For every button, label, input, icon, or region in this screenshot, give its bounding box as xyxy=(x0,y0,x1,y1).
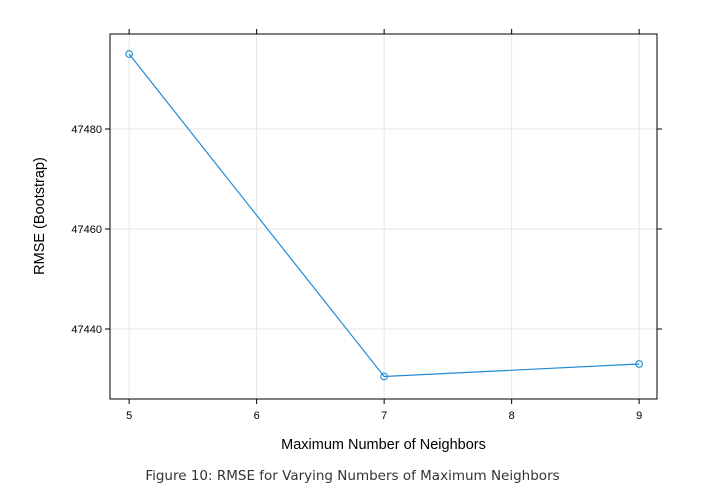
y-tick-label-47480: 47480 xyxy=(71,124,102,136)
series xyxy=(125,50,643,381)
x-tick-label-7: 7 xyxy=(381,410,387,422)
x-tick-label-6: 6 xyxy=(254,410,260,422)
y-axis-title: RMSE (Bootstrap) xyxy=(32,157,48,275)
grid xyxy=(110,34,657,399)
chart: 5 6 7 8 9 47440 47460 47480 Maximum Number of N… xyxy=(32,29,662,453)
plot-frame xyxy=(109,33,658,400)
y-tick-label-47440: 47440 xyxy=(71,324,102,336)
x-axis-title: Maximum Number of Neighbors xyxy=(281,437,486,453)
series-line-0 xyxy=(128,53,640,378)
data-point-5 xyxy=(125,50,133,58)
figure-caption: Figure 10: RMSE for Varying Numbers of M… xyxy=(145,468,560,484)
y-tick-label-47460: 47460 xyxy=(71,224,102,236)
axis-ticks: 5 6 7 8 9 47440 47460 47480 xyxy=(71,29,662,422)
x-tick-label-5: 5 xyxy=(126,410,132,422)
x-tick-label-9: 9 xyxy=(636,410,642,422)
x-tick-label-8: 8 xyxy=(509,410,515,422)
data-point-9 xyxy=(635,360,643,368)
data-point-7 xyxy=(380,372,388,381)
